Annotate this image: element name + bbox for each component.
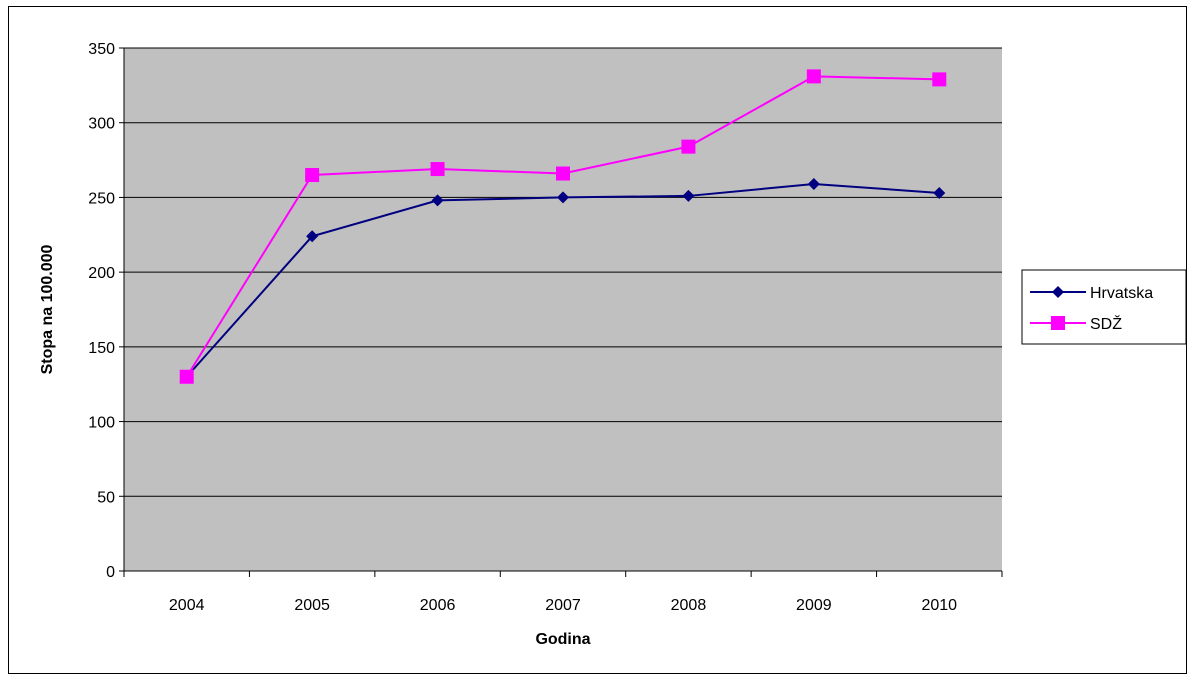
y-tick-label: 150 — [88, 340, 115, 357]
plot-area — [124, 48, 1002, 571]
data-point — [179, 369, 194, 384]
legend-entry: Hrvatska — [1030, 285, 1153, 302]
x-tick-label: 2004 — [169, 597, 205, 614]
x-tick-label: 2006 — [420, 597, 456, 614]
series-layer — [179, 69, 947, 384]
legend-label: Hrvatska — [1090, 285, 1153, 302]
y-tick-label: 0 — [106, 564, 115, 581]
legend: Hrvatska SDŽ — [1021, 269, 1187, 345]
legend-box — [1021, 269, 1187, 345]
y-tick-label: 50 — [97, 489, 115, 506]
series-sdž — [179, 69, 947, 384]
data-point — [306, 230, 319, 243]
y-tick-label: 250 — [88, 190, 115, 207]
data-point — [305, 168, 320, 183]
data-point — [556, 166, 570, 181]
x-tick-label: 2010 — [921, 597, 957, 614]
x-tick-label: 2005 — [294, 597, 330, 614]
y-axis-title: Stopa na 100.000 — [39, 244, 56, 374]
x-axis-title: Godina — [535, 631, 590, 648]
x-tick-label: 2009 — [796, 597, 832, 614]
x-tick-label: 2008 — [671, 597, 707, 614]
data-point — [431, 194, 444, 207]
data-point — [932, 72, 947, 87]
y-tick-label: 200 — [88, 265, 115, 282]
legend-marker — [1052, 286, 1064, 298]
y-tick-labels: 0 50 100 150 200 250 300 350 — [88, 41, 115, 581]
x-tick-labels: 2004 2005 2006 2007 2008 2009 2010 — [169, 597, 957, 614]
legend-label: SDŽ — [1090, 314, 1122, 333]
data-point — [933, 186, 946, 199]
legend-marker — [1051, 316, 1065, 330]
axes — [119, 47, 1003, 577]
legend-entry: SDŽ — [1030, 314, 1122, 333]
data-point — [806, 69, 821, 84]
data-point — [430, 162, 445, 177]
x-tick-label: 2007 — [545, 597, 581, 614]
data-point — [807, 177, 820, 190]
y-tick-label: 300 — [88, 116, 115, 133]
data-point — [681, 139, 696, 154]
y-tick-label: 350 — [88, 41, 115, 58]
y-tick-label: 100 — [88, 415, 115, 432]
data-point — [682, 189, 695, 202]
data-point — [557, 191, 569, 204]
